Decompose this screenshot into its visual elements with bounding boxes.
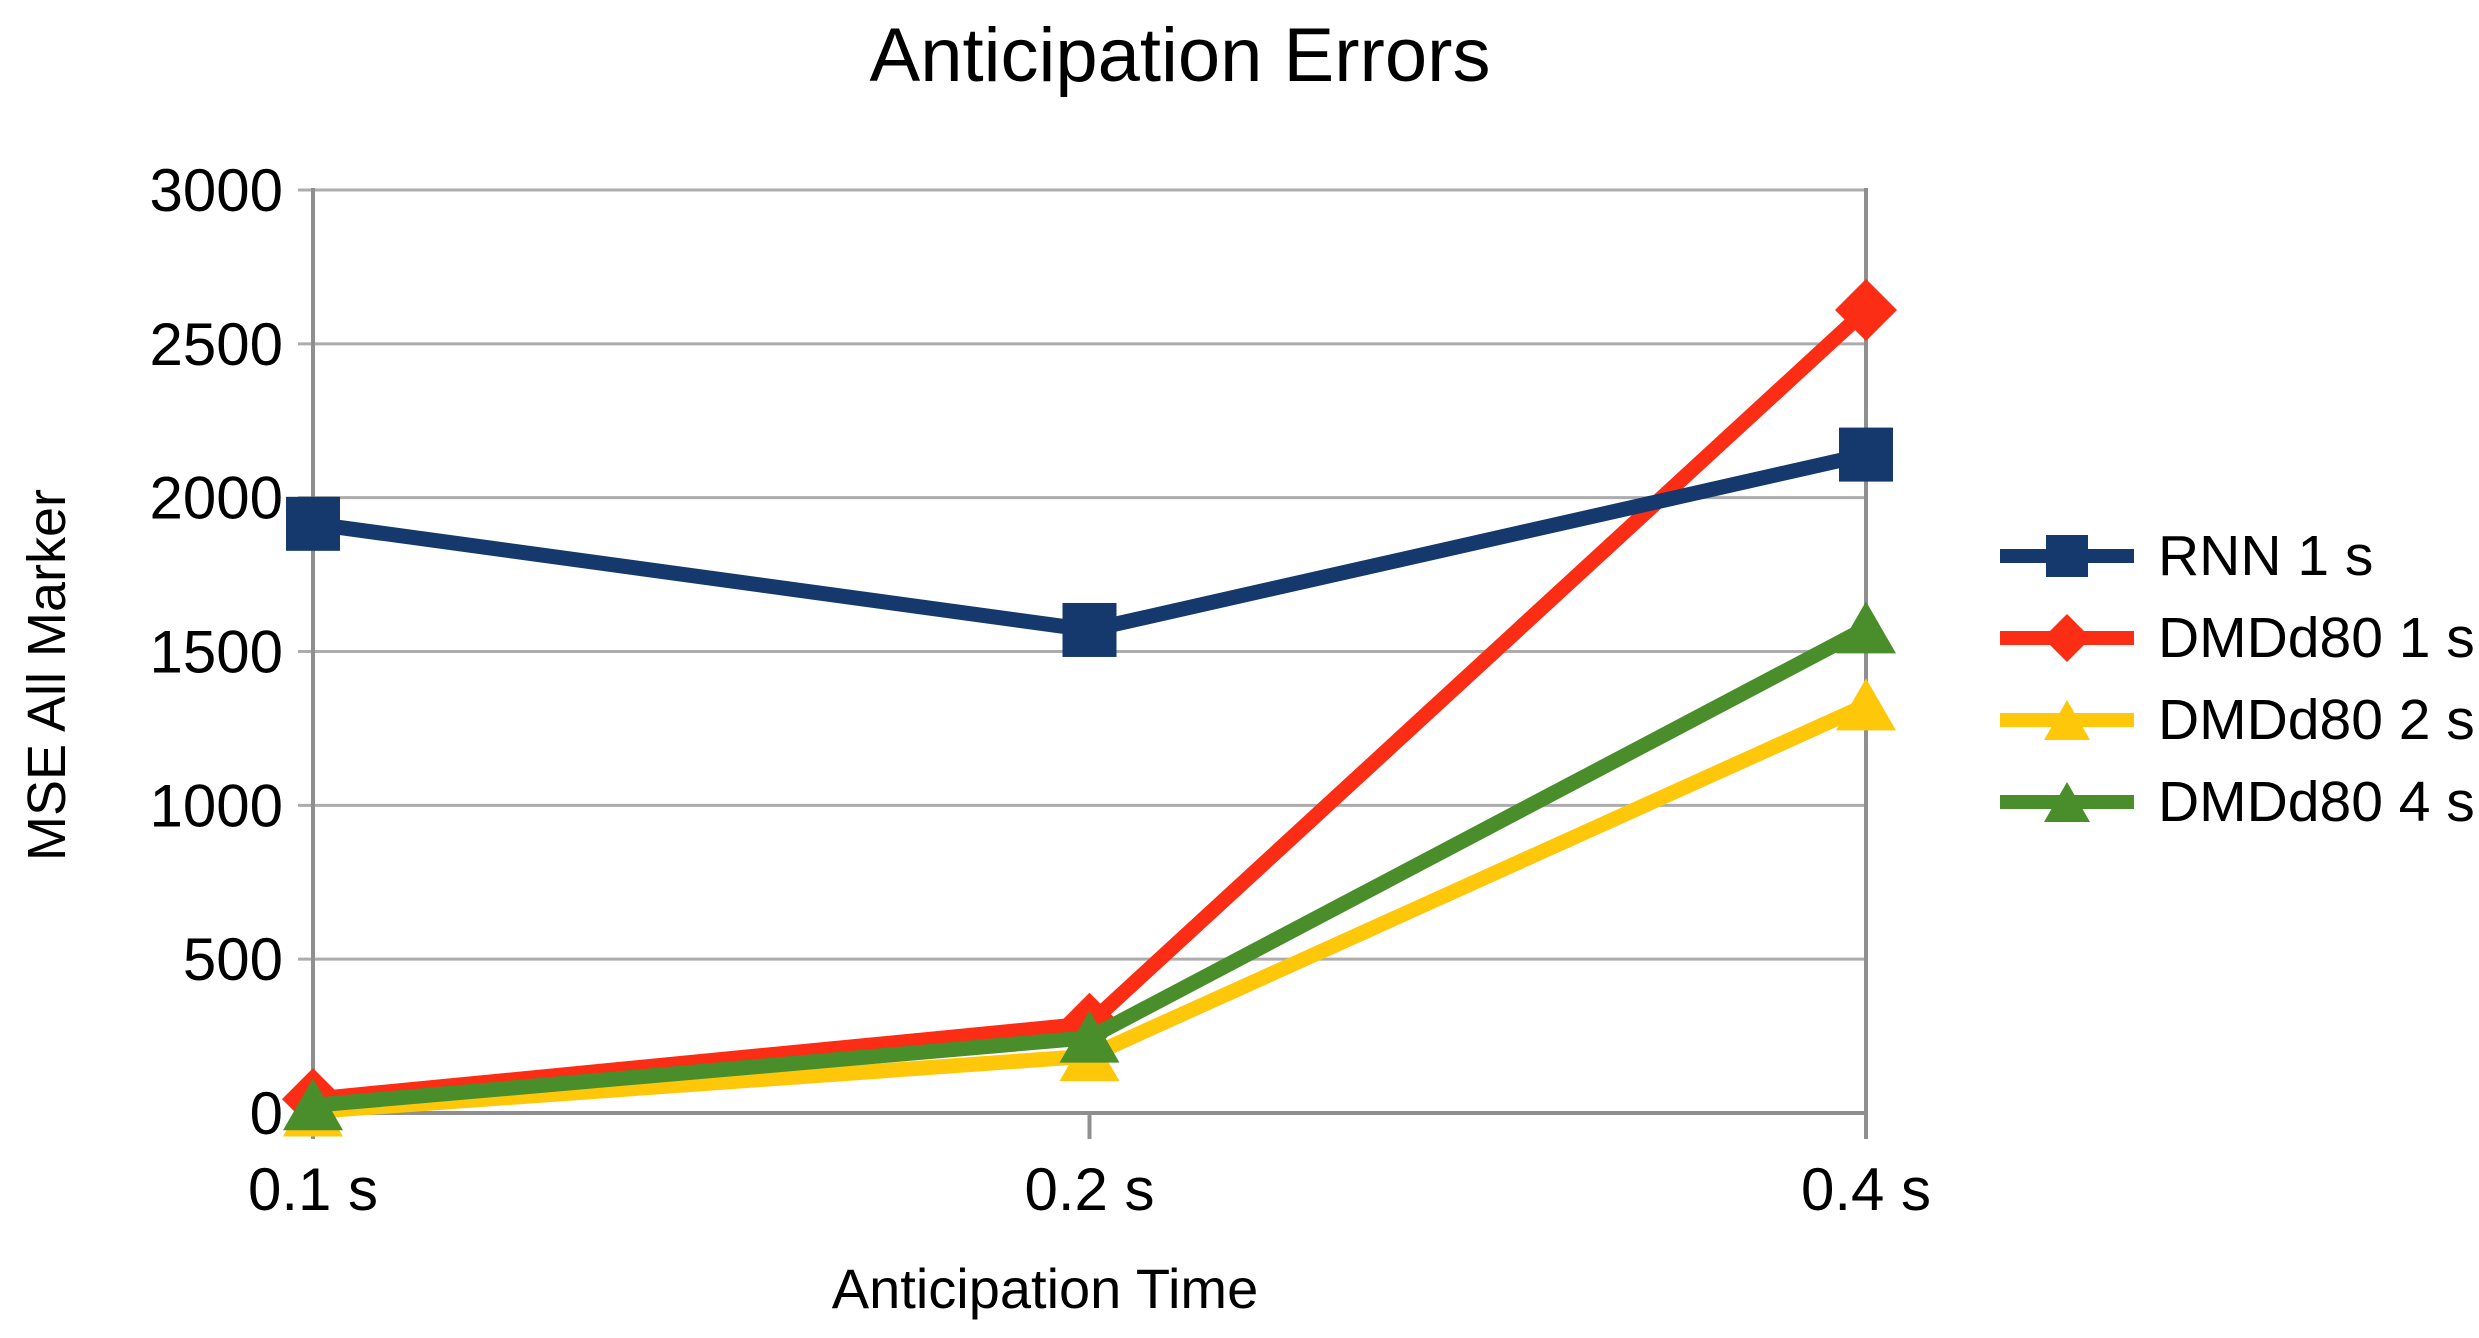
marker-triangle [283, 1078, 343, 1131]
marker-triangle [1059, 1010, 1120, 1063]
marker-square [286, 496, 340, 551]
legend-item-rnn-1-s: RNN 1 s [1992, 526, 2475, 586]
legend-marker-square [2046, 535, 2088, 577]
legend-swatch-icon [2000, 700, 2134, 740]
legend-marker-triangle [2044, 700, 2090, 740]
legend-marker-triangle [2044, 782, 2090, 822]
y-tick-label: 0 [250, 1080, 283, 1147]
legend-swatch-icon [2000, 535, 2134, 577]
legend-item-dmdd80-2-s: DMDd80 2 s [1992, 690, 2475, 750]
marker-triangle [1836, 601, 1896, 654]
x-tick-label: 0.2 s [1024, 1156, 1154, 1223]
x-axis-title: Anticipation Time [831, 1257, 1259, 1320]
chart-title: Anticipation Errors [869, 13, 1491, 98]
x-tick-label: 0.1 s [248, 1156, 378, 1223]
y-tick-label: 500 [183, 926, 283, 993]
y-tick-label: 3000 [150, 157, 283, 224]
marker-diamond [1835, 278, 1897, 341]
legend-label: DMDd80 2 s [2158, 688, 2475, 752]
y-tick-label: 2500 [150, 311, 283, 378]
y-tick-label: 1000 [150, 772, 283, 839]
x-tick-label: 0.4 s [1801, 1156, 1931, 1223]
legend-item-dmdd80-1-s: DMDd80 1 s [1992, 608, 2475, 668]
legend-swatch-icon [2000, 614, 2134, 662]
y-tick-label: 2000 [150, 465, 283, 532]
legend: RNN 1 s DMDd80 1 s DMDd80 2 s DMDd80 4 s [1992, 526, 2475, 854]
legend-label: DMDd80 1 s [2158, 606, 2475, 670]
legend-label: DMDd80 4 s [2158, 770, 2475, 834]
legend-swatch-icon [2000, 782, 2134, 822]
legend-marker-diamond [2043, 614, 2091, 662]
legend-item-dmdd80-4-s: DMDd80 4 s [1992, 772, 2475, 832]
marker-square [1839, 427, 1893, 482]
marker-square [1062, 602, 1117, 657]
series-line-dmdd80-1-s [312, 304, 1872, 1107]
marker-triangle [1836, 678, 1896, 731]
y-tick-label: 1500 [150, 619, 283, 686]
legend-label: RNN 1 s [2158, 524, 2374, 588]
